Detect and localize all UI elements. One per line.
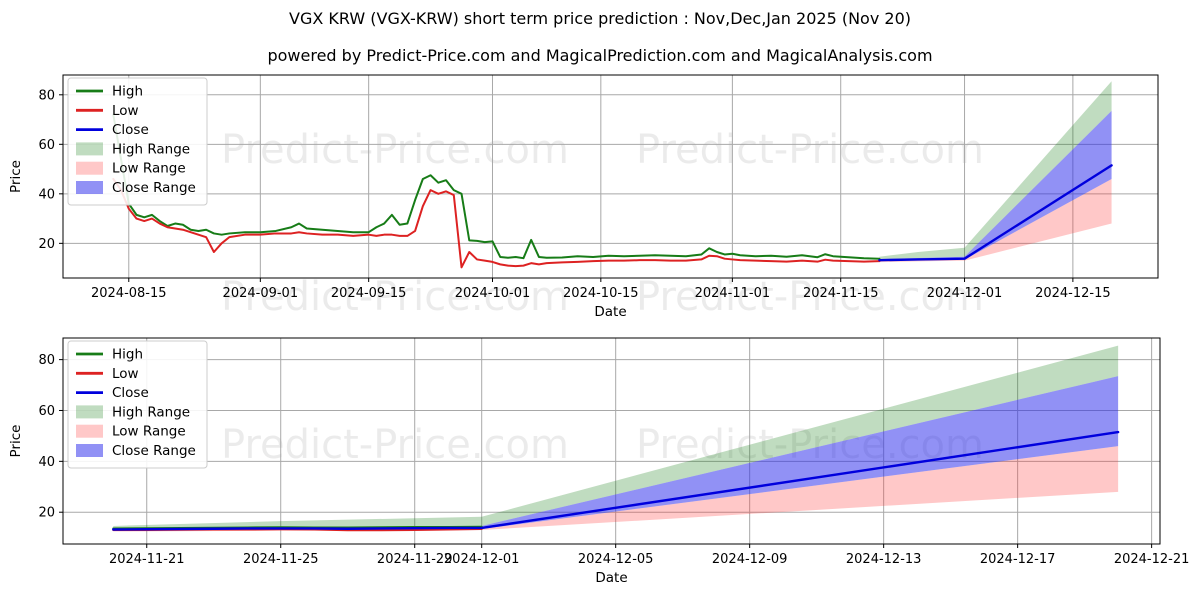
legend-label: High Range xyxy=(112,141,190,157)
watermark-text: Predict-Price.com xyxy=(221,127,569,173)
legend-label: High xyxy=(112,84,143,100)
plot-frame xyxy=(62,74,1159,279)
tick-labels: 2024-11-21 2024-11-25 2024-11-292024-12-01… xyxy=(38,353,1189,567)
y-tick-label: 80 xyxy=(38,353,55,368)
low-range-band xyxy=(113,446,1119,532)
x-axis-label: Date xyxy=(594,304,626,320)
x-tick-label: 2024-09-01 xyxy=(223,286,299,301)
legend-swatch-high_range xyxy=(76,405,103,419)
x-tick-label: 2024-11-25 xyxy=(243,552,319,567)
legend: High Low Close High Range Low Range Close Ran… xyxy=(67,77,208,206)
x-tick-label: 2024-11-15 xyxy=(803,286,879,301)
gridlines xyxy=(63,75,1158,278)
y-tick-label: 20 xyxy=(38,506,55,521)
chart-title: VGX KRW (VGX-KRW) short term price predi… xyxy=(289,9,911,28)
close-line xyxy=(112,430,1120,531)
x-tick-label: 2024-12-01 xyxy=(927,286,1003,301)
y-tick-label: 40 xyxy=(38,187,55,202)
legend-label: Close Range xyxy=(112,443,196,459)
high-range-band xyxy=(879,81,1112,259)
low-range-band xyxy=(879,178,1112,263)
y-tick-label: 80 xyxy=(38,88,55,103)
x-tick-label: 2024-12-09 xyxy=(712,552,788,567)
legend-swatch-low_range xyxy=(76,161,103,175)
y-tick-label: 60 xyxy=(38,138,55,153)
y-tick-label: 20 xyxy=(38,237,55,252)
x-tick-label: 2024-12-21 xyxy=(1114,552,1190,567)
x-tick-label: 2024-12-15 xyxy=(1035,286,1111,301)
low-line xyxy=(112,177,881,269)
legend-swatch-low_range xyxy=(76,424,103,438)
x-tick-label: 2024-12-05 xyxy=(578,552,654,567)
x-tick-label: 2024-08-15 xyxy=(91,286,167,301)
x-axis-label: Date xyxy=(595,570,627,586)
legend-label: Low xyxy=(112,103,139,119)
legend-label: High xyxy=(112,347,143,363)
close-range-band xyxy=(879,110,1112,261)
watermark-text: Predict-Price.com xyxy=(636,274,984,320)
y-tick-label: 60 xyxy=(38,404,55,419)
x-tick-label: 2024-12-01 xyxy=(444,552,520,567)
legend-label: Close Range xyxy=(112,180,196,196)
legend-label: Low xyxy=(112,366,139,382)
legend-swatch-close_range xyxy=(76,181,103,194)
x-tick-label: 2024-11-01 xyxy=(695,286,771,301)
x-tick-label: 2024-10-15 xyxy=(563,286,639,301)
x-tick-label: 2024-10-01 xyxy=(455,286,531,301)
x-tick-label: 2024-11-21 xyxy=(109,552,185,567)
legend-label: Low Range xyxy=(112,161,186,177)
legend-swatch-high_range xyxy=(76,142,103,156)
legend-label: Close xyxy=(112,122,149,138)
watermark-text: Predict-Price.com xyxy=(221,274,569,320)
chart-subtitle: powered by Predict-Price.com and Magical… xyxy=(267,46,933,65)
close-range-band xyxy=(113,376,1119,531)
x-tick-label: 2024-11-29 xyxy=(377,552,453,567)
high-line xyxy=(112,113,881,260)
legend: High Low Close High Range Low Range Close Ran… xyxy=(67,340,208,469)
legend-label: High Range xyxy=(112,404,190,420)
high-range-band xyxy=(113,345,1119,529)
tick-labels: 2024-08-15 2024-09-01 2024-09-15 2024-10-01… xyxy=(38,88,1110,301)
legend-label: Close xyxy=(112,385,149,401)
x-tick-label: 2024-12-17 xyxy=(980,552,1056,567)
x-tick-label: 2024-09-15 xyxy=(331,286,407,301)
legend-swatch-close_range xyxy=(76,444,103,457)
tick-marks xyxy=(59,94,1074,282)
legend-label: Low Range xyxy=(112,424,186,440)
y-tick-label: 40 xyxy=(38,455,55,470)
watermark-text: Predict-Price.com xyxy=(221,422,569,468)
bottom-chart: 2024-11-21 2024-11-25 2024-11-292024-12-01… xyxy=(8,337,1189,586)
watermark-text: Predict-Price.com xyxy=(636,127,984,173)
tick-marks xyxy=(59,359,1153,548)
plot-frame xyxy=(62,337,1161,545)
y-axis-label: Price xyxy=(8,425,24,458)
close-line xyxy=(878,164,1113,262)
x-tick-label: 2024-12-13 xyxy=(846,552,922,567)
y-axis-label: Price xyxy=(8,160,24,193)
top-chart: 2024-08-15 2024-09-01 2024-09-15 2024-10-01… xyxy=(8,74,1159,320)
